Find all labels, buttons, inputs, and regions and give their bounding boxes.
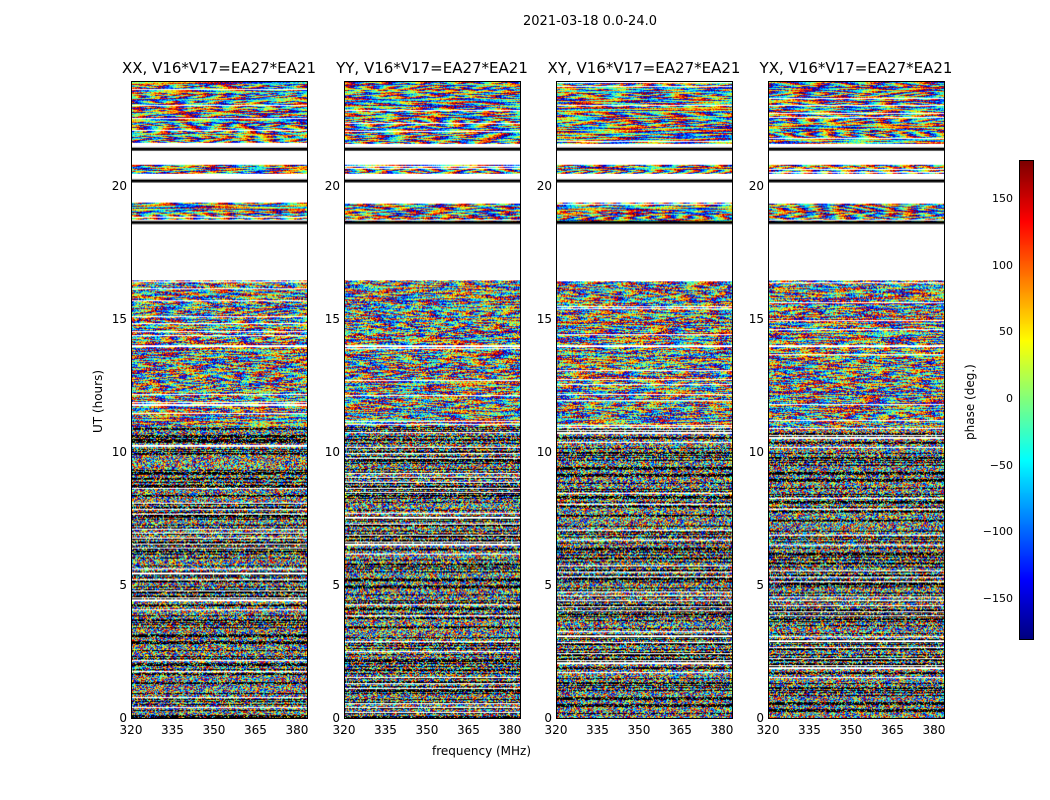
y-axis-label: UT (hours)	[91, 369, 105, 433]
x-tick-label: 365	[881, 723, 904, 737]
colorbar-tick-label: 0	[1006, 392, 1013, 405]
x-tick-label: 365	[457, 723, 480, 737]
x-axis-label: frequency (MHz)	[432, 744, 532, 758]
y-tick-label: 10	[748, 445, 764, 460]
x-tick-label: 320	[119, 723, 143, 737]
colorbar-tick-label: −100	[982, 525, 1013, 539]
y-tick-label: 10	[324, 445, 340, 460]
y-tick-label: 20	[324, 179, 340, 194]
y-tick-label: 0	[332, 711, 340, 725]
figure-title: 2021-03-18 0.0-24.0	[523, 14, 657, 29]
y-tick-label: 5	[119, 578, 127, 593]
y-tick-label: 5	[332, 578, 340, 593]
y-tick-label: 0	[544, 711, 552, 725]
x-tick-label: 335	[161, 723, 184, 737]
colorbar-label: phase (deg.)	[963, 364, 977, 440]
y-tick-label: 0	[756, 711, 764, 725]
x-tick-label: 380	[710, 723, 734, 737]
y-tick-label: 20	[111, 179, 127, 194]
y-tick-label: 10	[111, 445, 127, 460]
colorbar-tick-label: 150	[992, 192, 1013, 205]
x-tick-label: 380	[922, 723, 946, 737]
y-tick-label: 15	[748, 312, 764, 327]
x-tick-label: 365	[669, 723, 692, 737]
heatmap-panel-4	[768, 81, 945, 719]
x-tick-label: 335	[374, 723, 397, 737]
colorbar-tick-label: 50	[999, 325, 1013, 339]
panel-title: YY, V16*V17=EA27*EA21	[336, 59, 528, 77]
heatmap-panel-3	[556, 81, 733, 719]
x-tick-label: 350	[202, 723, 226, 737]
heatmap-panel-2	[344, 81, 521, 719]
x-tick-label: 320	[756, 723, 780, 737]
panel-title: XX, V16*V17=EA27*EA21	[121, 59, 316, 77]
y-tick-label: 20	[536, 179, 552, 194]
x-tick-label: 350	[415, 723, 439, 737]
y-tick-label: 15	[324, 312, 340, 327]
x-tick-label: 320	[544, 723, 568, 737]
x-tick-label: 350	[839, 723, 863, 737]
y-tick-label: 5	[756, 578, 764, 593]
colorbar-tick-label: −150	[982, 592, 1013, 605]
y-tick-label: 20	[748, 179, 764, 194]
x-tick-label: 380	[498, 723, 522, 737]
x-tick-label: 335	[586, 723, 609, 737]
panel-title: YX, V16*V17=EA27*EA21	[759, 59, 953, 77]
panel-title: XY, V16*V17=EA27*EA21	[547, 59, 741, 77]
y-tick-label: 15	[536, 312, 552, 327]
heatmap-panel-1	[131, 81, 308, 719]
x-tick-label: 365	[244, 723, 267, 737]
x-tick-label: 380	[285, 723, 309, 737]
y-tick-label: 10	[536, 445, 552, 460]
y-tick-label: 0	[119, 711, 127, 725]
y-tick-label: 5	[544, 578, 552, 593]
colorbar-tick-label: −50	[989, 458, 1013, 472]
y-tick-label: 15	[111, 312, 127, 327]
colorbar-tick-label: 100	[992, 258, 1013, 272]
x-tick-label: 320	[332, 723, 356, 737]
colorbar	[1019, 160, 1034, 640]
x-tick-label: 335	[798, 723, 821, 737]
x-tick-label: 350	[627, 723, 651, 737]
